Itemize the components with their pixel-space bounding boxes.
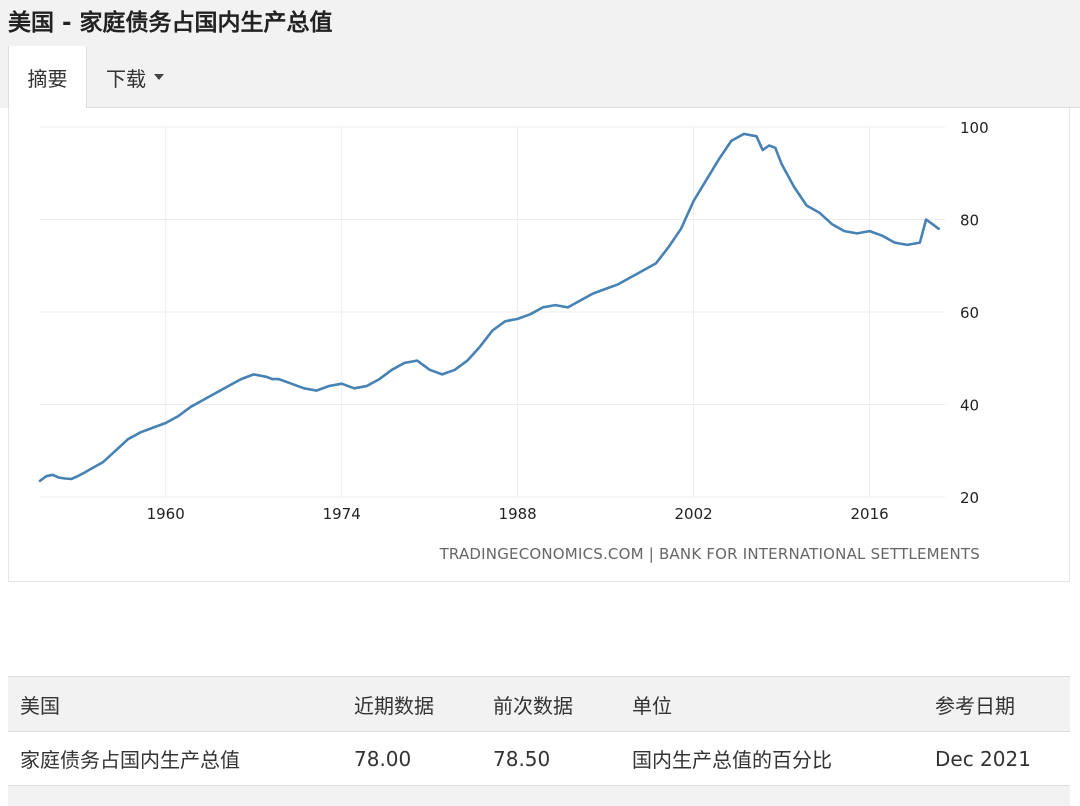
header-previous: 前次数据 bbox=[481, 676, 620, 732]
y-tick-label: 80 bbox=[960, 212, 979, 230]
cell-reference-date: Dec 2021 bbox=[923, 731, 1070, 786]
cell-previous: 78.50 bbox=[481, 731, 620, 786]
debt-to-gdp-chart: 20 40 60 80 100 1960 1974 1988 2002 2016 bbox=[38, 119, 989, 523]
tab-divider bbox=[86, 107, 1080, 108]
y-tick-label: 100 bbox=[960, 119, 989, 137]
table-row-next bbox=[8, 785, 1070, 806]
title-bar: 美国 - 家庭债务占国内生产总值 bbox=[0, 0, 1080, 47]
header-unit: 单位 bbox=[620, 676, 923, 732]
y-axis: 20 40 60 80 100 bbox=[960, 119, 989, 507]
x-tick-label: 2016 bbox=[850, 505, 888, 523]
y-tick-label: 40 bbox=[960, 397, 979, 415]
cell-latest: 78.00 bbox=[342, 731, 481, 786]
data-table: 美国 近期数据 前次数据 单位 参考日期 家庭债务占国内生产总值 78.00 7… bbox=[8, 676, 1070, 806]
tab-summary-label: 摘要 bbox=[27, 66, 68, 91]
x-axis: 1960 1974 1988 2002 2016 bbox=[147, 505, 889, 523]
y-tick-label: 60 bbox=[960, 304, 979, 322]
chart-grid bbox=[40, 126, 945, 498]
tab-download[interactable]: 下载 bbox=[106, 46, 164, 108]
header-reference-date: 参考日期 bbox=[923, 676, 1070, 732]
tab-summary[interactable]: 摘要 bbox=[8, 46, 87, 108]
header-latest: 近期数据 bbox=[342, 676, 481, 732]
header-country: 美国 bbox=[8, 676, 342, 732]
x-tick-label: 1988 bbox=[499, 505, 537, 523]
page-title: 美国 - 家庭债务占国内生产总值 bbox=[8, 10, 333, 36]
cell-unit: 国内生产总值的百分比 bbox=[620, 731, 923, 786]
cell-indicator[interactable]: 家庭债务占国内生产总值 bbox=[8, 731, 342, 786]
chart-panel bbox=[8, 108, 1070, 582]
y-tick-label: 20 bbox=[960, 489, 979, 507]
chart-source: TRADINGECONOMICS.COM | BANK FOR INTERNAT… bbox=[439, 545, 980, 563]
table-row[interactable]: 家庭债务占国内生产总值 78.00 78.50 国内生产总值的百分比 Dec 2… bbox=[8, 731, 1070, 786]
series-line bbox=[38, 132, 940, 483]
caret-down-icon bbox=[154, 74, 164, 80]
tab-download-label: 下载 bbox=[106, 66, 146, 91]
table-header-row: 美国 近期数据 前次数据 单位 参考日期 bbox=[8, 676, 1070, 732]
x-tick-label: 2002 bbox=[675, 505, 713, 523]
x-tick-label: 1960 bbox=[147, 505, 185, 523]
chart-series bbox=[38, 132, 940, 483]
tab-bar: 摘要 下载 bbox=[0, 46, 1080, 108]
x-tick-label: 1974 bbox=[323, 505, 361, 523]
